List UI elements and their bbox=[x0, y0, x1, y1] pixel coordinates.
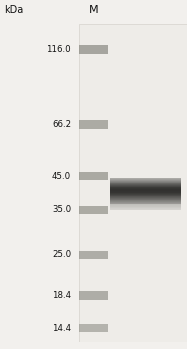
FancyBboxPatch shape bbox=[79, 251, 108, 259]
FancyBboxPatch shape bbox=[110, 192, 181, 193]
FancyBboxPatch shape bbox=[110, 205, 181, 206]
Text: 14.4: 14.4 bbox=[52, 324, 71, 333]
Text: 66.2: 66.2 bbox=[52, 120, 71, 129]
FancyBboxPatch shape bbox=[110, 193, 181, 194]
FancyBboxPatch shape bbox=[110, 200, 181, 201]
FancyBboxPatch shape bbox=[110, 189, 181, 190]
FancyBboxPatch shape bbox=[110, 180, 181, 181]
FancyBboxPatch shape bbox=[110, 203, 181, 204]
FancyBboxPatch shape bbox=[79, 206, 108, 214]
FancyBboxPatch shape bbox=[110, 178, 181, 179]
FancyBboxPatch shape bbox=[110, 200, 181, 201]
FancyBboxPatch shape bbox=[79, 120, 108, 129]
FancyBboxPatch shape bbox=[110, 193, 181, 194]
Text: kDa: kDa bbox=[4, 5, 23, 15]
FancyBboxPatch shape bbox=[79, 291, 108, 300]
Text: 45.0: 45.0 bbox=[52, 172, 71, 180]
FancyBboxPatch shape bbox=[110, 199, 181, 200]
FancyBboxPatch shape bbox=[110, 191, 181, 192]
FancyBboxPatch shape bbox=[110, 195, 181, 196]
FancyBboxPatch shape bbox=[110, 185, 181, 186]
FancyBboxPatch shape bbox=[110, 206, 181, 207]
FancyBboxPatch shape bbox=[110, 202, 181, 203]
FancyBboxPatch shape bbox=[110, 181, 181, 182]
FancyBboxPatch shape bbox=[110, 203, 181, 204]
FancyBboxPatch shape bbox=[110, 195, 181, 196]
FancyBboxPatch shape bbox=[110, 198, 181, 199]
Text: 116.0: 116.0 bbox=[46, 45, 71, 54]
FancyBboxPatch shape bbox=[79, 45, 108, 54]
FancyBboxPatch shape bbox=[110, 183, 181, 184]
FancyBboxPatch shape bbox=[110, 182, 181, 183]
FancyBboxPatch shape bbox=[110, 190, 181, 191]
FancyBboxPatch shape bbox=[110, 196, 181, 197]
FancyBboxPatch shape bbox=[110, 186, 181, 187]
Text: M: M bbox=[89, 5, 98, 15]
FancyBboxPatch shape bbox=[110, 198, 181, 199]
FancyBboxPatch shape bbox=[110, 209, 181, 210]
FancyBboxPatch shape bbox=[110, 196, 181, 197]
FancyBboxPatch shape bbox=[110, 188, 181, 189]
FancyBboxPatch shape bbox=[110, 207, 181, 208]
FancyBboxPatch shape bbox=[110, 187, 181, 188]
FancyBboxPatch shape bbox=[79, 172, 108, 180]
FancyBboxPatch shape bbox=[110, 197, 181, 198]
Text: 18.4: 18.4 bbox=[52, 291, 71, 300]
FancyBboxPatch shape bbox=[110, 199, 181, 200]
FancyBboxPatch shape bbox=[110, 184, 181, 185]
FancyBboxPatch shape bbox=[79, 24, 187, 342]
FancyBboxPatch shape bbox=[110, 204, 181, 205]
FancyBboxPatch shape bbox=[110, 194, 181, 195]
FancyBboxPatch shape bbox=[110, 201, 181, 202]
Text: 35.0: 35.0 bbox=[52, 205, 71, 214]
Text: 25.0: 25.0 bbox=[52, 250, 71, 259]
FancyBboxPatch shape bbox=[110, 194, 181, 195]
FancyBboxPatch shape bbox=[110, 179, 181, 180]
FancyBboxPatch shape bbox=[110, 192, 181, 193]
FancyBboxPatch shape bbox=[110, 201, 181, 202]
FancyBboxPatch shape bbox=[79, 324, 108, 333]
FancyBboxPatch shape bbox=[110, 197, 181, 198]
FancyBboxPatch shape bbox=[110, 202, 181, 203]
FancyBboxPatch shape bbox=[110, 208, 181, 209]
